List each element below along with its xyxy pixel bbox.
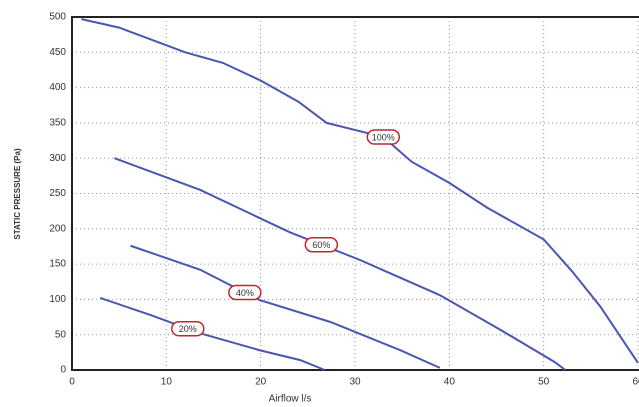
- y-tick-label: 450: [49, 47, 66, 58]
- series-label: 40%: [236, 288, 254, 298]
- series-line: [114, 157, 566, 371]
- series-label: 60%: [312, 240, 330, 250]
- y-tick-label: 100: [49, 294, 66, 305]
- x-tick-label: 50: [538, 377, 550, 388]
- y-tick-label: 400: [49, 82, 66, 93]
- series-label-box: [228, 284, 262, 301]
- series-label-box: [304, 236, 339, 253]
- y-tick-label: 500: [49, 12, 66, 23]
- y-tick-label: 0: [60, 365, 66, 376]
- y-tick-label: 250: [49, 188, 66, 199]
- series-label-box: [171, 320, 205, 337]
- series-line: [99, 297, 326, 371]
- x-tick-label: 40: [444, 377, 456, 388]
- x-tick-label: 30: [349, 377, 361, 388]
- y-tick-label: 300: [49, 153, 66, 164]
- series-label: 20%: [179, 324, 197, 334]
- series-line: [130, 244, 441, 369]
- plot-frame: [71, 16, 639, 371]
- y-tick-label: 150: [49, 259, 66, 270]
- x-tick-label: 60: [632, 377, 639, 388]
- x-tick-label: 20: [255, 377, 267, 388]
- y-tick-label: 350: [49, 118, 66, 129]
- y-tick-label: 50: [55, 329, 67, 340]
- y-axis-label: STATIC PRESSURE (Pa): [13, 148, 22, 240]
- series-label: 100%: [372, 132, 395, 142]
- x-tick-label: 10: [161, 377, 173, 388]
- x-axis-label: Airflow l/s: [269, 394, 312, 405]
- y-tick-label: 200: [49, 223, 66, 234]
- x-tick-label: 0: [69, 377, 75, 388]
- series-label-box: [366, 129, 401, 145]
